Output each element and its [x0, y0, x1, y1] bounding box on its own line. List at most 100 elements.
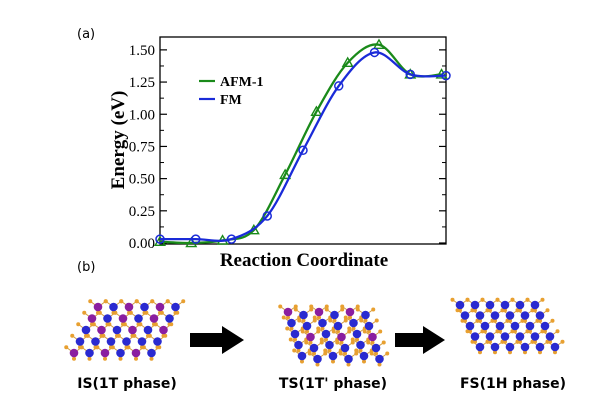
chalcogen-atom	[540, 297, 545, 302]
chalcogen-atom	[374, 318, 379, 323]
chalcogen-atom	[540, 329, 545, 334]
metal-atom	[85, 348, 94, 358]
metal-atom	[294, 340, 303, 350]
chalcogen-atom	[480, 297, 485, 302]
chalcogen-atom	[323, 348, 328, 353]
y-tick-label: 0.50	[129, 172, 155, 188]
chalcogen-atom	[91, 322, 96, 327]
metal-atom	[87, 314, 97, 323]
chalcogen-atom	[354, 348, 359, 353]
metal-atom	[490, 342, 500, 352]
chalcogen-atom	[450, 297, 455, 302]
metal-atom	[140, 302, 149, 312]
data-point-afm-1	[435, 68, 448, 79]
panel-b-label: (b)	[77, 260, 95, 275]
chalcogen-atom	[525, 297, 530, 302]
chalcogen-atom	[312, 318, 317, 323]
metal-atom	[475, 342, 485, 352]
metal-atom	[103, 314, 112, 323]
y-tick-label: 1.00	[129, 107, 155, 123]
chalcogen-atom	[339, 340, 344, 345]
chalcogen-atom	[343, 351, 347, 356]
metal-atom	[318, 318, 327, 328]
chalcogen-atom	[475, 318, 480, 323]
caption-fs: FS(1H phase)	[460, 376, 566, 392]
chalcogen-atom	[103, 356, 107, 361]
chalcogen-atom	[101, 333, 106, 338]
metal-atom	[147, 348, 156, 358]
metal-atom	[112, 325, 122, 335]
metal-atom	[356, 340, 365, 350]
metal-atom	[545, 332, 555, 341]
metal-atom	[131, 348, 141, 358]
data-point-fm	[369, 47, 380, 58]
chalcogen-atom	[163, 333, 168, 338]
chalcogen-atom	[293, 304, 298, 309]
chalcogen-atom	[113, 310, 118, 315]
panel-a-label: (a)	[77, 27, 95, 42]
metal-atom	[470, 332, 480, 341]
metal-atom	[340, 343, 350, 353]
chalcogen-atom	[359, 318, 364, 323]
metal-atom	[485, 332, 495, 341]
chalcogen-atom	[296, 348, 301, 353]
metal-atom	[287, 318, 296, 328]
chalcogen-atom	[316, 329, 321, 334]
metal-atom	[124, 302, 134, 312]
chalcogen-atom	[153, 322, 158, 327]
chalcogen-atom	[550, 318, 555, 323]
metal-atom	[116, 348, 125, 358]
chalcogen-atom	[369, 351, 374, 356]
chalcogen-atom	[377, 362, 382, 367]
metal-atom	[500, 300, 510, 310]
chalcogen-atom	[355, 337, 359, 342]
metal-atom	[520, 342, 530, 352]
chalcogen-atom	[455, 308, 460, 313]
chalcogen-atom	[72, 356, 76, 361]
plot-frame	[159, 36, 447, 245]
metal-atom	[75, 337, 85, 346]
metal-atom	[352, 329, 362, 339]
chalcogen-atom	[293, 337, 297, 342]
chalcogen-atom	[347, 326, 352, 331]
chalcogen-atom	[515, 339, 520, 344]
metal-atom	[510, 321, 520, 331]
chalcogen-atom	[319, 340, 324, 345]
data-point-fm	[334, 81, 344, 91]
caption-ts: TS(1T' phase)	[279, 376, 387, 392]
chalcogen-atom	[363, 318, 368, 323]
chalcogen-atom	[362, 359, 366, 364]
metal-atom	[520, 311, 530, 320]
metal-atom	[371, 343, 381, 353]
chalcogen-atom	[378, 329, 383, 334]
chalcogen-atom	[470, 308, 475, 313]
chalcogen-atom	[355, 307, 360, 312]
chalcogen-atom	[134, 356, 138, 361]
metal-atom	[364, 321, 374, 331]
metal-atom	[475, 311, 485, 320]
metal-atom	[530, 300, 540, 310]
metal-atom	[540, 321, 550, 331]
y-tick-label: 0.25	[129, 204, 155, 220]
chalcogen-atom	[555, 329, 560, 334]
chalcogen-atom	[281, 315, 286, 320]
chalcogen-atom	[147, 333, 152, 338]
chalcogen-atom	[367, 329, 371, 334]
chalcogen-atom	[159, 310, 164, 315]
chalcogen-atom	[309, 307, 314, 312]
chalcogen-atom	[508, 350, 512, 355]
metal-atom	[330, 310, 339, 320]
chalcogen-atom	[335, 340, 340, 345]
metal-atom	[505, 342, 515, 352]
chalcogen-atom	[138, 322, 143, 327]
y-tick-label: 1.50	[129, 43, 155, 59]
data-point-afm-1	[279, 168, 292, 180]
chalcogen-atom	[495, 297, 500, 302]
y-axis-ticks: 0.00 0.25 0.50 0.75 1.00 1.25 1.50	[129, 43, 446, 252]
metal-atom	[97, 325, 106, 335]
metal-atom	[153, 337, 162, 346]
chalcogen-atom	[340, 307, 345, 312]
chalcogen-atom	[324, 307, 329, 312]
chalcogen-atom	[292, 348, 297, 353]
series-line-fm	[159, 51, 447, 242]
